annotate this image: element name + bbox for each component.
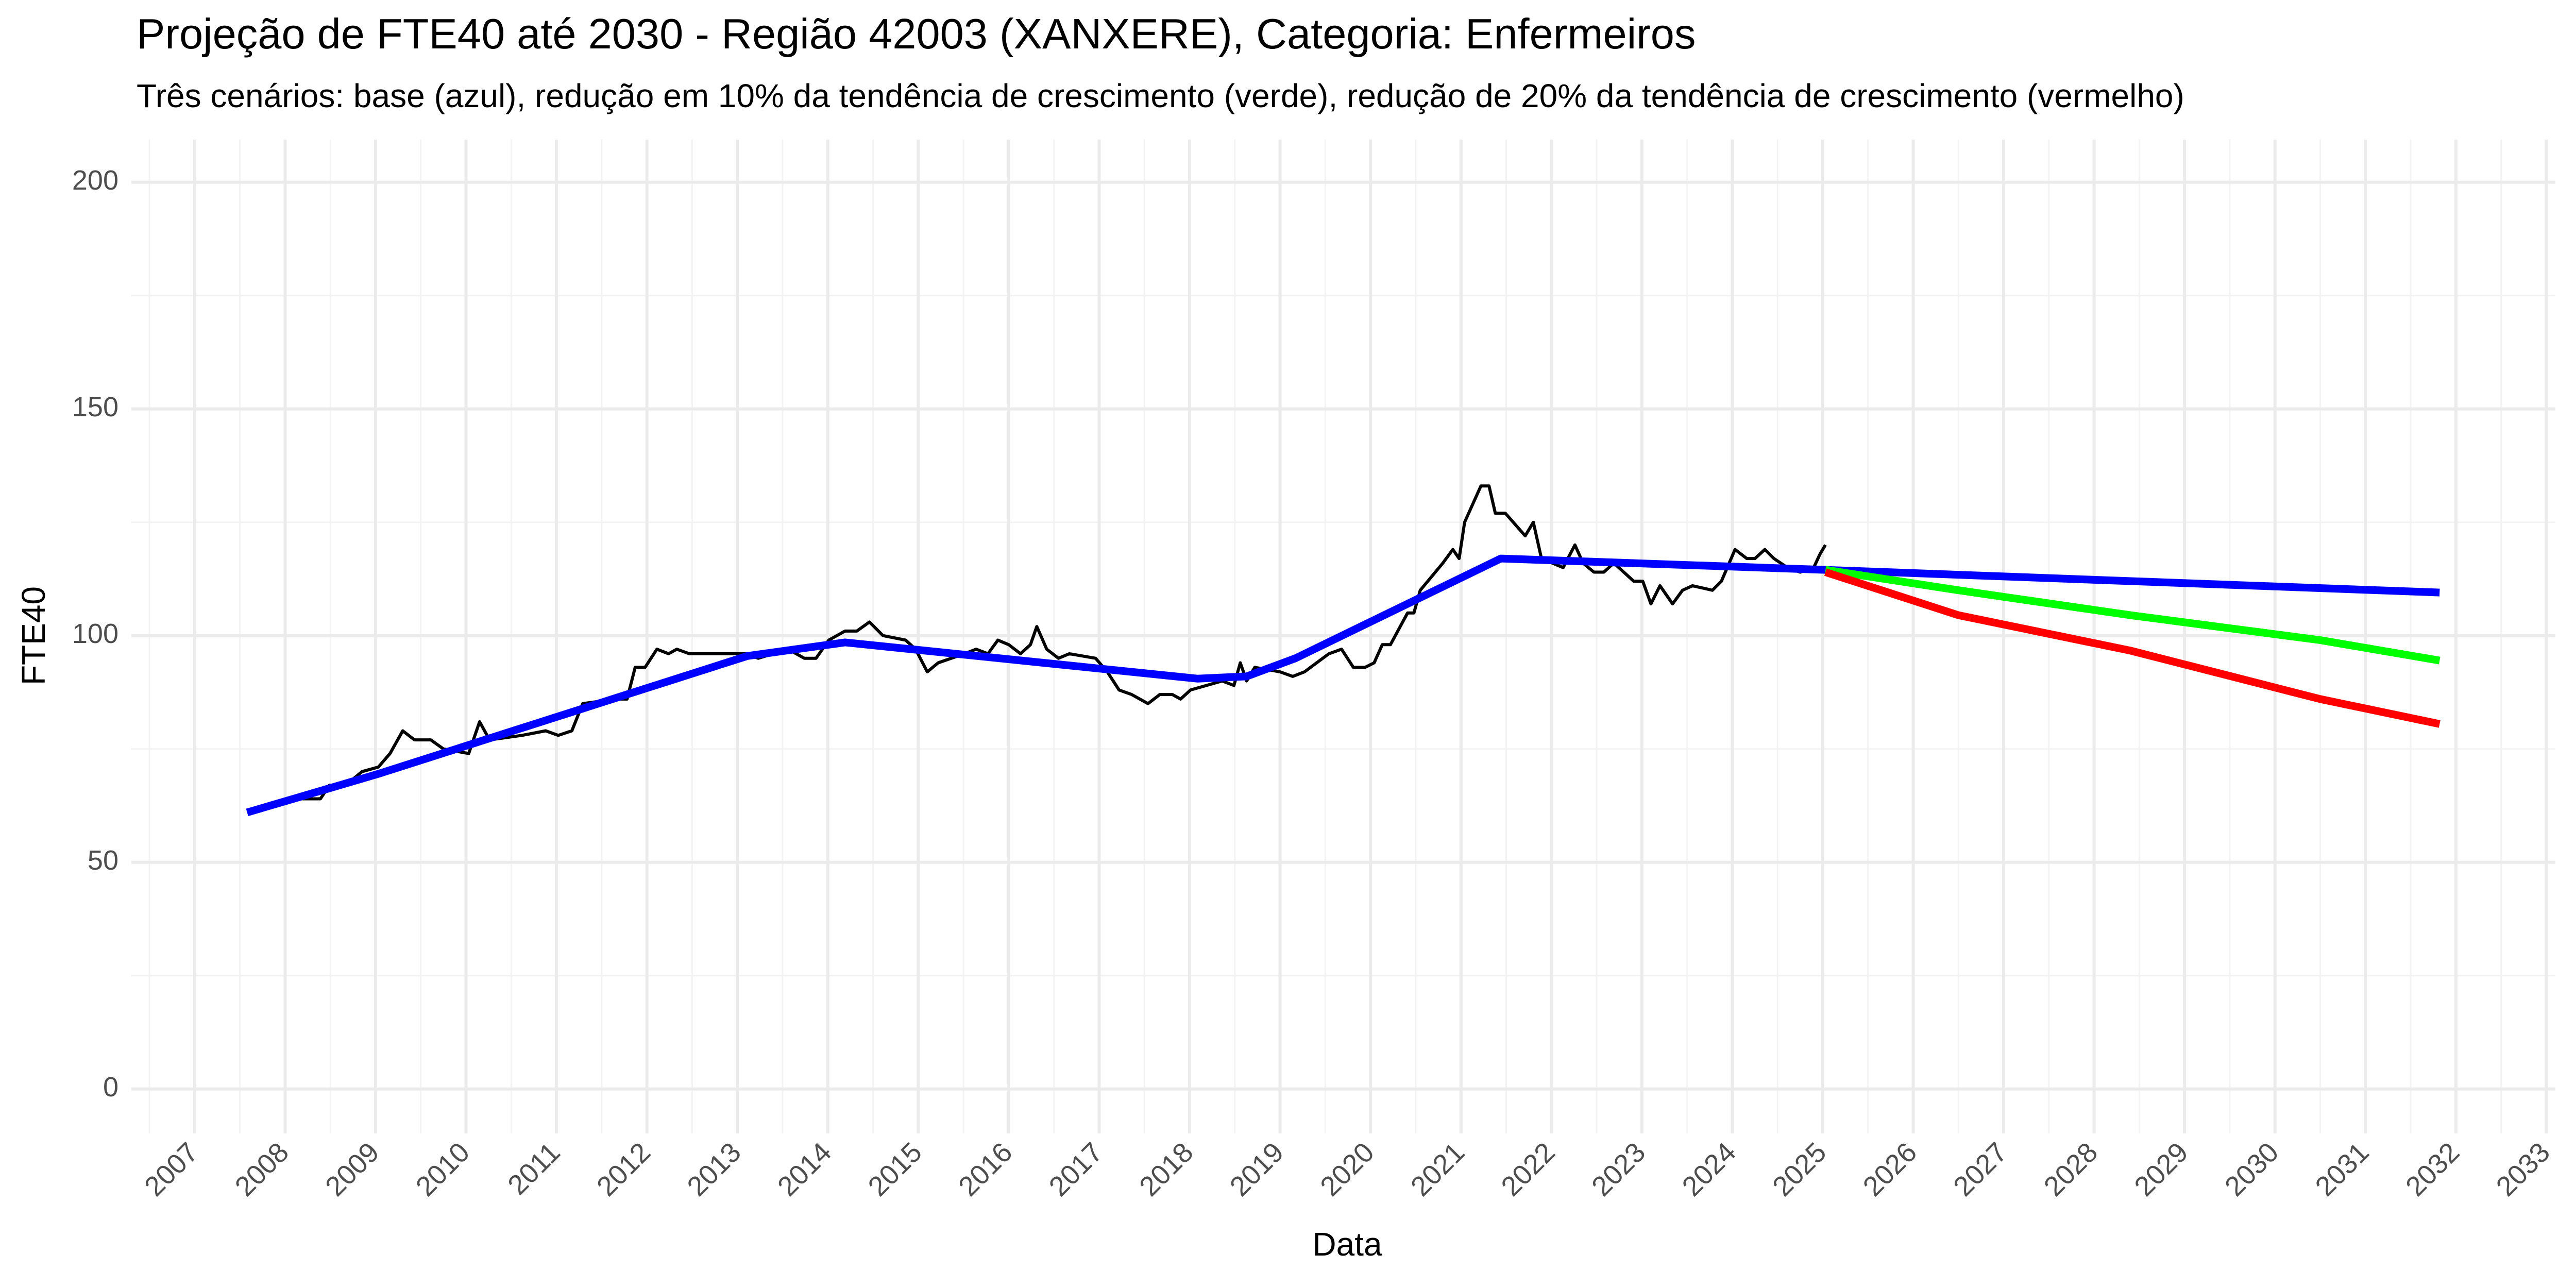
x-tick-label: 2031 <box>2310 1137 2375 1202</box>
x-tick-label: 2018 <box>1133 1137 1199 1202</box>
y-axis-title: FTE40 <box>15 586 52 685</box>
x-tick-label: 2019 <box>1224 1137 1290 1202</box>
x-tick-label: 2016 <box>953 1137 1018 1202</box>
x-tick-label: 2011 <box>502 1137 566 1201</box>
x-tick-label: 2028 <box>2038 1137 2104 1202</box>
y-tick-label: 50 <box>88 845 118 876</box>
x-tick-label: 2013 <box>681 1137 747 1202</box>
x-tick-label: 2027 <box>1947 1137 2013 1202</box>
x-tick-label: 2020 <box>1314 1137 1380 1202</box>
series-line <box>246 554 2440 817</box>
y-tick-label: 100 <box>72 618 118 649</box>
x-tick-label: 2008 <box>229 1137 295 1202</box>
chart-title: Projeção de FTE40 até 2030 - Região 4200… <box>137 10 1696 58</box>
x-tick-label: 2014 <box>772 1137 837 1202</box>
x-tick-label: 2015 <box>862 1137 928 1202</box>
series-line <box>1824 568 2441 728</box>
x-tick-label: 2032 <box>2400 1137 2465 1202</box>
x-tick-label: 2009 <box>319 1137 385 1202</box>
chart-subtitle: Três cenários: base (azul), redução em 1… <box>137 77 2184 114</box>
x-tick-label: 2033 <box>2490 1137 2556 1202</box>
x-tick-label: 2017 <box>1043 1137 1109 1202</box>
x-tick-label: 2010 <box>410 1137 476 1202</box>
y-tick-label: 200 <box>72 165 118 196</box>
x-tick-label: 2024 <box>1676 1137 1742 1202</box>
series-line <box>1825 566 2441 665</box>
x-tick-label: 2021 <box>1405 1137 1470 1202</box>
x-tick-label: 2023 <box>1586 1137 1651 1202</box>
x-tick-label: 2007 <box>139 1137 204 1202</box>
grid <box>131 140 2555 1133</box>
x-tick-label: 2029 <box>2128 1137 2194 1202</box>
x-tick-label: 2022 <box>1495 1137 1561 1202</box>
series-line <box>246 484 1827 814</box>
y-tick-label: 150 <box>72 392 118 422</box>
x-tick-label: 2025 <box>1767 1137 1832 1202</box>
x-tick-label: 2012 <box>591 1137 656 1202</box>
x-tick-label: 2030 <box>2219 1137 2284 1202</box>
x-axis-title: Data <box>1312 1226 1382 1263</box>
y-tick-label: 0 <box>103 1072 118 1103</box>
x-tick-label: 2026 <box>1857 1137 1923 1202</box>
